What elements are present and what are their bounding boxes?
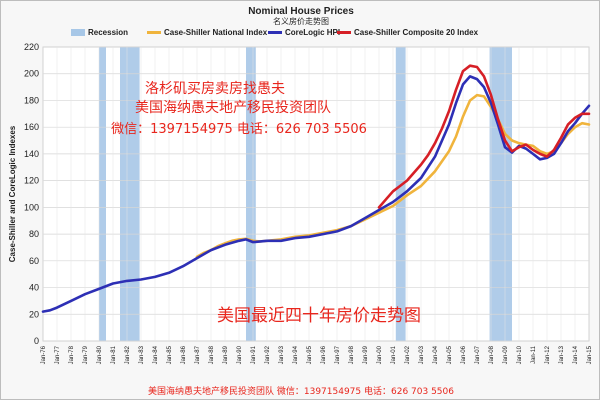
y-tick-label: 200	[24, 69, 39, 79]
y-tick-label: 180	[24, 95, 39, 105]
x-tick-label: Jan-88	[209, 345, 215, 364]
x-tick-label: Jan-12	[545, 345, 551, 364]
chart-subtitle: 名义房价走势图	[273, 16, 329, 26]
recession-band	[395, 47, 406, 341]
x-tick-label: Jan-11	[531, 345, 537, 364]
recession-band	[99, 47, 106, 341]
legend-label: Case-Shiller Composite 20 Index	[354, 28, 479, 37]
x-tick-label: Jan-90	[237, 345, 243, 364]
x-tick-label: Jan-89	[223, 345, 229, 364]
legend-swatch-recession	[71, 29, 85, 36]
legend-label: Case-Shiller National Index	[164, 28, 268, 37]
series-line-case-shiller-composite-20-index	[377, 64, 591, 209]
x-tick-label: Jan-92	[265, 345, 271, 364]
legend-label: CoreLogic HPI	[285, 28, 340, 37]
x-tick-label: Jan-94	[293, 345, 299, 364]
y-tick-label: 220	[24, 42, 39, 52]
x-tick-label: Jan-14	[573, 345, 579, 364]
y-tick-label: 0	[34, 336, 39, 346]
x-tick-label: Jan-99	[363, 345, 369, 364]
y-tick-label: 80	[29, 229, 39, 239]
recession-band	[120, 47, 140, 341]
x-tick-label: Jan-07	[475, 345, 481, 364]
grid-lines	[42, 46, 590, 342]
x-tick-label: Jan-10	[517, 345, 523, 364]
chart-title: Nominal House Prices	[248, 6, 354, 17]
x-tick-label: Jan-02	[405, 345, 411, 364]
y-tick-label: 60	[29, 256, 39, 266]
legend-label: Recession	[88, 28, 128, 37]
x-tick-label: Jan-04	[433, 345, 439, 364]
series-line-corelogic-hpi	[41, 75, 591, 313]
x-tick-label: Jan-97	[335, 345, 341, 364]
series-lines	[41, 64, 591, 313]
x-tick-label: Jan-00	[377, 345, 383, 364]
x-tick-label: Jan-95	[307, 345, 313, 364]
y-tick-label: 140	[24, 149, 39, 159]
x-tick-label: Jan-01	[391, 345, 397, 364]
y-tick-label: 20	[29, 309, 39, 319]
x-tick-label: Jan-82	[125, 345, 131, 364]
x-tick-label: Jan-85	[167, 345, 173, 364]
x-tick-label: Jan-15	[587, 345, 593, 364]
x-tick-label: Jan-77	[55, 345, 61, 364]
x-tick-label: Jan-86	[181, 345, 187, 364]
recession-band	[489, 47, 512, 341]
overlay-line-1: 洛杉矶买房卖房找愚夫	[145, 81, 285, 97]
x-tick-label: Jan-06	[461, 345, 467, 364]
x-tick-label: Jan-98	[349, 345, 355, 364]
x-tick-label: Jan-80	[97, 345, 103, 364]
recession-bands	[99, 47, 512, 341]
x-tick-label: Jan-81	[111, 345, 117, 364]
x-tick-label: Jan-84	[153, 345, 159, 364]
x-tick-label: Jan-05	[447, 345, 453, 364]
x-tick-label: Jan-91	[251, 345, 257, 364]
x-tick-label: Jan-03	[419, 345, 425, 364]
x-tick-label: Jan-79	[83, 345, 89, 364]
y-tick-label: 160	[24, 122, 39, 132]
x-tick-label: Jan-13	[559, 345, 565, 364]
x-tick-label: Jan-93	[279, 345, 285, 364]
x-tick-labels: Jan-76 Jan-77 Jan-78 Jan-79 Jan-80 Jan-81 Jan-…	[41, 345, 593, 364]
overlay-center-caption: 美国最近四十年房价走势图	[217, 306, 421, 326]
x-tick-label: Jan-08	[489, 345, 495, 364]
overlay-footer: 美国海纳愚夫地产移民投资团队 微信：1397154975 电话：626 703 …	[148, 385, 454, 397]
overlay-line-2: 美国海纳愚夫地产移民投资团队	[135, 100, 331, 116]
y-tick-label: 40	[29, 283, 39, 293]
x-tick-label: Jan-78	[69, 345, 75, 364]
x-tick-label: Jan-87	[195, 345, 201, 364]
y-tick-label: 100	[24, 202, 39, 212]
x-tick-label: Jan-83	[139, 345, 145, 364]
y-tick-labels: 0 20 40 60 80 100 120 140 160 180 200 220	[24, 42, 39, 346]
y-tick-label: 120	[24, 176, 39, 186]
y-axis-label: Case-Shiller and CoreLogic Indexes	[8, 125, 17, 262]
chart-legend: Recession Case-Shiller National Index Core…	[71, 28, 479, 37]
x-tick-label: Jan-09	[503, 345, 509, 364]
recession-band	[246, 47, 256, 341]
x-tick-label: Jan-96	[321, 345, 327, 364]
x-tick-label: Jan-76	[41, 345, 47, 364]
overlay-line-3: 微信：1397154975 电话：626 703 5506	[111, 122, 367, 137]
